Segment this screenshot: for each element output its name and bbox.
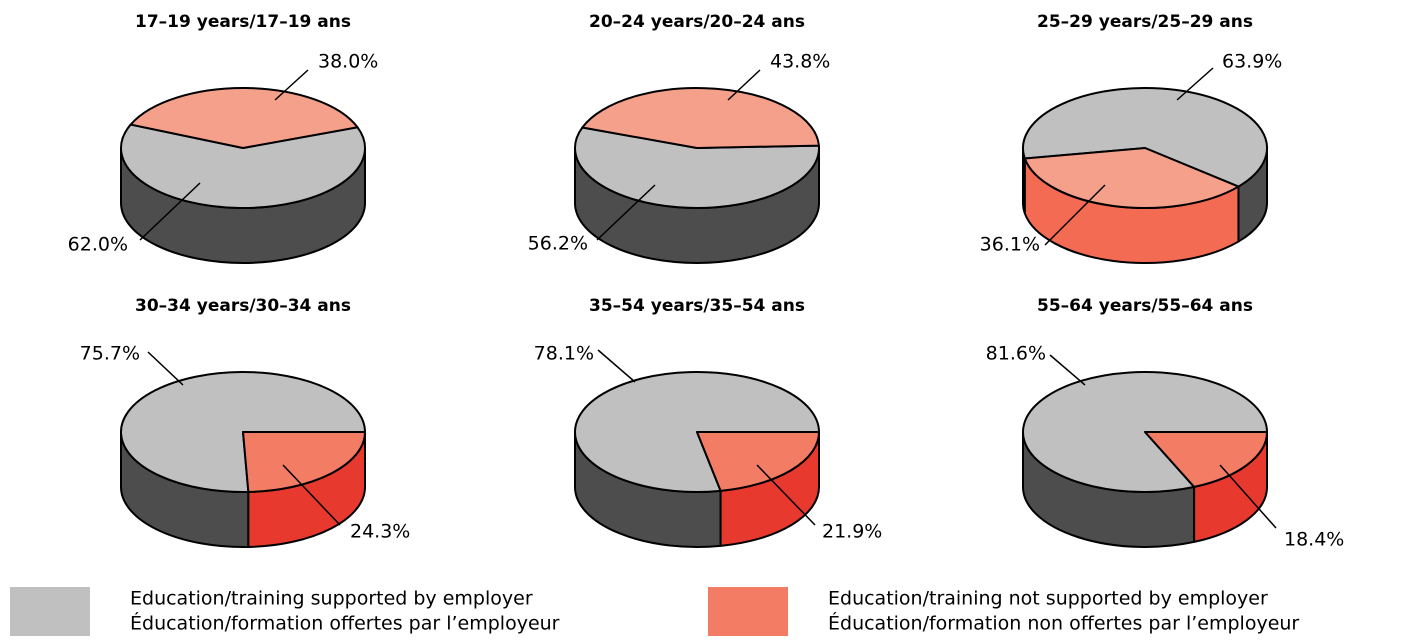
- data-label: 63.9%: [1222, 51, 1282, 73]
- leader-line: [756, 464, 816, 526]
- pie-slice: [129, 87, 359, 149]
- legend-label: Education/training supported by employer: [130, 588, 533, 610]
- data-label: 43.8%: [770, 51, 830, 73]
- pie-slice: [581, 87, 820, 149]
- data-label: 56.2%: [528, 233, 588, 255]
- leader-line: [1219, 464, 1277, 529]
- pie-slice: [1022, 87, 1268, 188]
- leader-line: [1044, 184, 1106, 246]
- legend-label: Education/training not supported by empl…: [828, 588, 1268, 610]
- pie-slice: [120, 123, 366, 209]
- legend-label: Éducation/formation non offertes par l’e…: [828, 612, 1299, 635]
- data-label: 38.0%: [318, 51, 378, 73]
- legend-swatch: [708, 587, 788, 636]
- leader-line: [1049, 354, 1086, 386]
- leader-line: [727, 69, 761, 101]
- pie-slice: [696, 431, 820, 492]
- data-label: 81.6%: [986, 343, 1046, 365]
- data-label: 24.3%: [350, 521, 410, 543]
- data-label: 36.1%: [980, 234, 1040, 256]
- data-label: 21.9%: [822, 521, 882, 543]
- leader-line: [597, 349, 636, 383]
- leader-line: [274, 69, 309, 101]
- chart-title: 25–29 years/25–29 ans: [1037, 12, 1253, 32]
- data-label: 62.0%: [68, 234, 128, 256]
- chart-title: 35–54 years/35–54 ans: [589, 296, 805, 316]
- chart-title: 17–19 years/17–19 ans: [135, 12, 351, 32]
- legend-swatch: [10, 587, 90, 636]
- data-label: 18.4%: [1284, 529, 1344, 551]
- chart-title: 30–34 years/30–34 ans: [135, 296, 351, 316]
- pie-slice: [1023, 147, 1240, 209]
- leader-line: [1176, 67, 1214, 101]
- leader-line: [139, 182, 201, 241]
- chart-title: 20–24 years/20–24 ans: [589, 12, 805, 32]
- leader-line: [596, 184, 656, 241]
- legend-label: Éducation/formation offertes par l’emplo…: [130, 612, 560, 635]
- leader-line: [282, 464, 341, 526]
- pie-slice: [1144, 431, 1268, 488]
- data-label: 78.1%: [534, 343, 594, 365]
- data-label: 75.7%: [80, 343, 140, 365]
- leader-line: [147, 351, 184, 386]
- pie-slice: [242, 431, 366, 493]
- chart-title: 55–64 years/55–64 ans: [1037, 296, 1253, 316]
